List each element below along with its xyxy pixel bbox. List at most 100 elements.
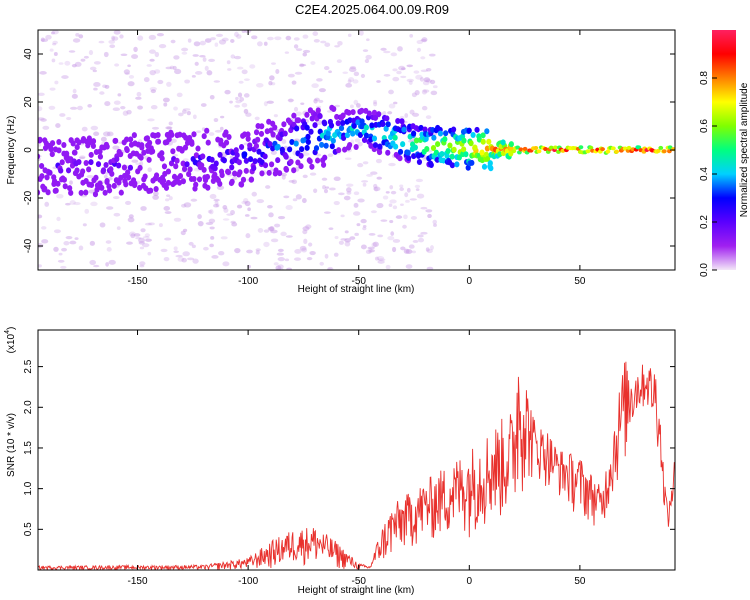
spectrogram-cell <box>173 106 178 111</box>
spectrogram-cell <box>102 189 108 196</box>
spectrogram-cell <box>380 47 387 51</box>
spectrogram-cell <box>204 65 209 71</box>
spectrogram-cell <box>655 148 661 153</box>
spectrogram-cell <box>256 41 263 47</box>
spectrogram-cell <box>357 141 363 147</box>
spectrogram-cell <box>344 230 349 234</box>
spectrogram-cell <box>481 163 488 170</box>
spectrogram-cell <box>392 68 398 72</box>
spectrogram-cell <box>430 90 438 96</box>
y-tick-label: -20 <box>23 190 34 205</box>
spectrogram-cell <box>131 132 137 139</box>
spectrogram-cell <box>157 79 164 85</box>
spectrogram-cell <box>100 136 107 142</box>
spectrogram-cell <box>154 69 161 74</box>
spectrogram-cell <box>346 187 352 193</box>
spectrogram-cell <box>138 237 146 243</box>
spectrogram-cell <box>293 37 300 41</box>
spectrogram-cell <box>337 40 343 46</box>
spectrogram-cell <box>256 82 264 88</box>
spectrogram-cell <box>208 132 215 136</box>
spectrogram-cell <box>51 58 56 63</box>
spectrogram-cell <box>233 147 239 154</box>
spectrogram-cell <box>81 126 88 132</box>
spectrogram-cell <box>420 56 426 60</box>
spectrogram-cell <box>255 250 260 255</box>
spectrogram-cell <box>44 201 50 207</box>
spectrogram-cell <box>368 233 376 236</box>
spectrogram-cell <box>74 237 79 240</box>
spectrogram-cell <box>181 47 189 52</box>
spectrogram-cell <box>39 163 45 170</box>
spectrogram-cell <box>99 222 106 228</box>
spectrogram-cell <box>61 247 67 252</box>
spectrogram-cell <box>419 77 425 82</box>
spectrogram-cell <box>288 158 294 165</box>
spectrogram-cell <box>177 131 183 138</box>
spectrogram-cell <box>53 246 59 252</box>
spectrogram-cell <box>227 68 232 71</box>
spectrogram-cell <box>322 154 328 161</box>
spectrogram-cell <box>108 39 116 44</box>
spectrogram-cell <box>182 108 191 111</box>
spectrogram-cell <box>160 177 167 184</box>
spectrogram-cell <box>423 77 431 83</box>
spectrogram-cell <box>83 189 89 196</box>
spectrogram-cell <box>135 162 142 166</box>
snr-scale-suffix: ) <box>6 327 17 330</box>
spectrogram-cell <box>111 182 117 189</box>
spectrogram-cell <box>341 135 347 142</box>
spectrogram-cell <box>415 74 423 80</box>
spectrogram-cell <box>41 226 47 230</box>
spectrogram-cell <box>293 106 299 112</box>
spectrogram-cell <box>266 169 272 176</box>
spectrogram-cell <box>244 200 251 207</box>
spectrogram-cell <box>163 257 170 262</box>
x-tick-label: -150 <box>128 276 148 287</box>
spectrogram-cell <box>204 127 210 134</box>
spectrogram-cell <box>168 129 174 136</box>
spectrogram-cell <box>330 137 336 144</box>
spectrogram-cell <box>229 178 235 185</box>
spectrogram-cell <box>69 106 78 110</box>
spectrogram-cell <box>370 171 378 175</box>
spectrogram-cell <box>56 147 62 154</box>
spectrogram-cell <box>302 174 308 179</box>
spectrogram-cell <box>356 223 361 227</box>
spectrogram-cell <box>302 198 307 204</box>
spectrogram-cell <box>422 89 430 93</box>
spectrogram-cell <box>366 110 372 117</box>
spectrogram-cell <box>155 138 162 145</box>
spectrogram-cell <box>41 239 49 244</box>
spectrogram-cell <box>385 121 391 128</box>
spectrogram-cell <box>268 161 275 168</box>
spectrogram-cell <box>283 195 290 199</box>
spectrogram-cell <box>135 236 142 240</box>
spectrogram-cell <box>376 111 382 118</box>
spectrogram-cell <box>409 109 415 115</box>
spectrogram-cell <box>409 198 417 201</box>
spectrogram-cell <box>373 183 378 189</box>
spectrogram-cell <box>288 98 294 103</box>
spectrogram-cell <box>141 149 147 156</box>
spectrogram-cell <box>234 247 241 254</box>
spectrogram-cell <box>324 211 331 214</box>
spectrogram-cell <box>214 200 219 205</box>
spectrogram-cell <box>38 153 41 160</box>
spectrogram-cell <box>359 107 365 114</box>
spectrogram-cell <box>173 250 179 253</box>
spectrogram-cell <box>163 206 171 211</box>
spectrogram-cell <box>298 163 304 170</box>
spectrogram-cell <box>387 235 395 241</box>
spectrogram-cell <box>266 100 274 104</box>
spectrogram-cell <box>291 179 297 185</box>
spectrogram-cell <box>182 228 188 232</box>
spectrogram-cell <box>328 70 332 74</box>
x-tick-label: -150 <box>128 576 148 587</box>
spectrogram-cell <box>305 224 312 229</box>
spectrogram-cell <box>165 168 172 175</box>
spectrogram-cell <box>511 149 517 154</box>
spectrogram-cell <box>247 156 254 163</box>
spectrogram-cell <box>105 240 112 244</box>
colorbar-tick-label: 0.0 <box>699 263 710 277</box>
